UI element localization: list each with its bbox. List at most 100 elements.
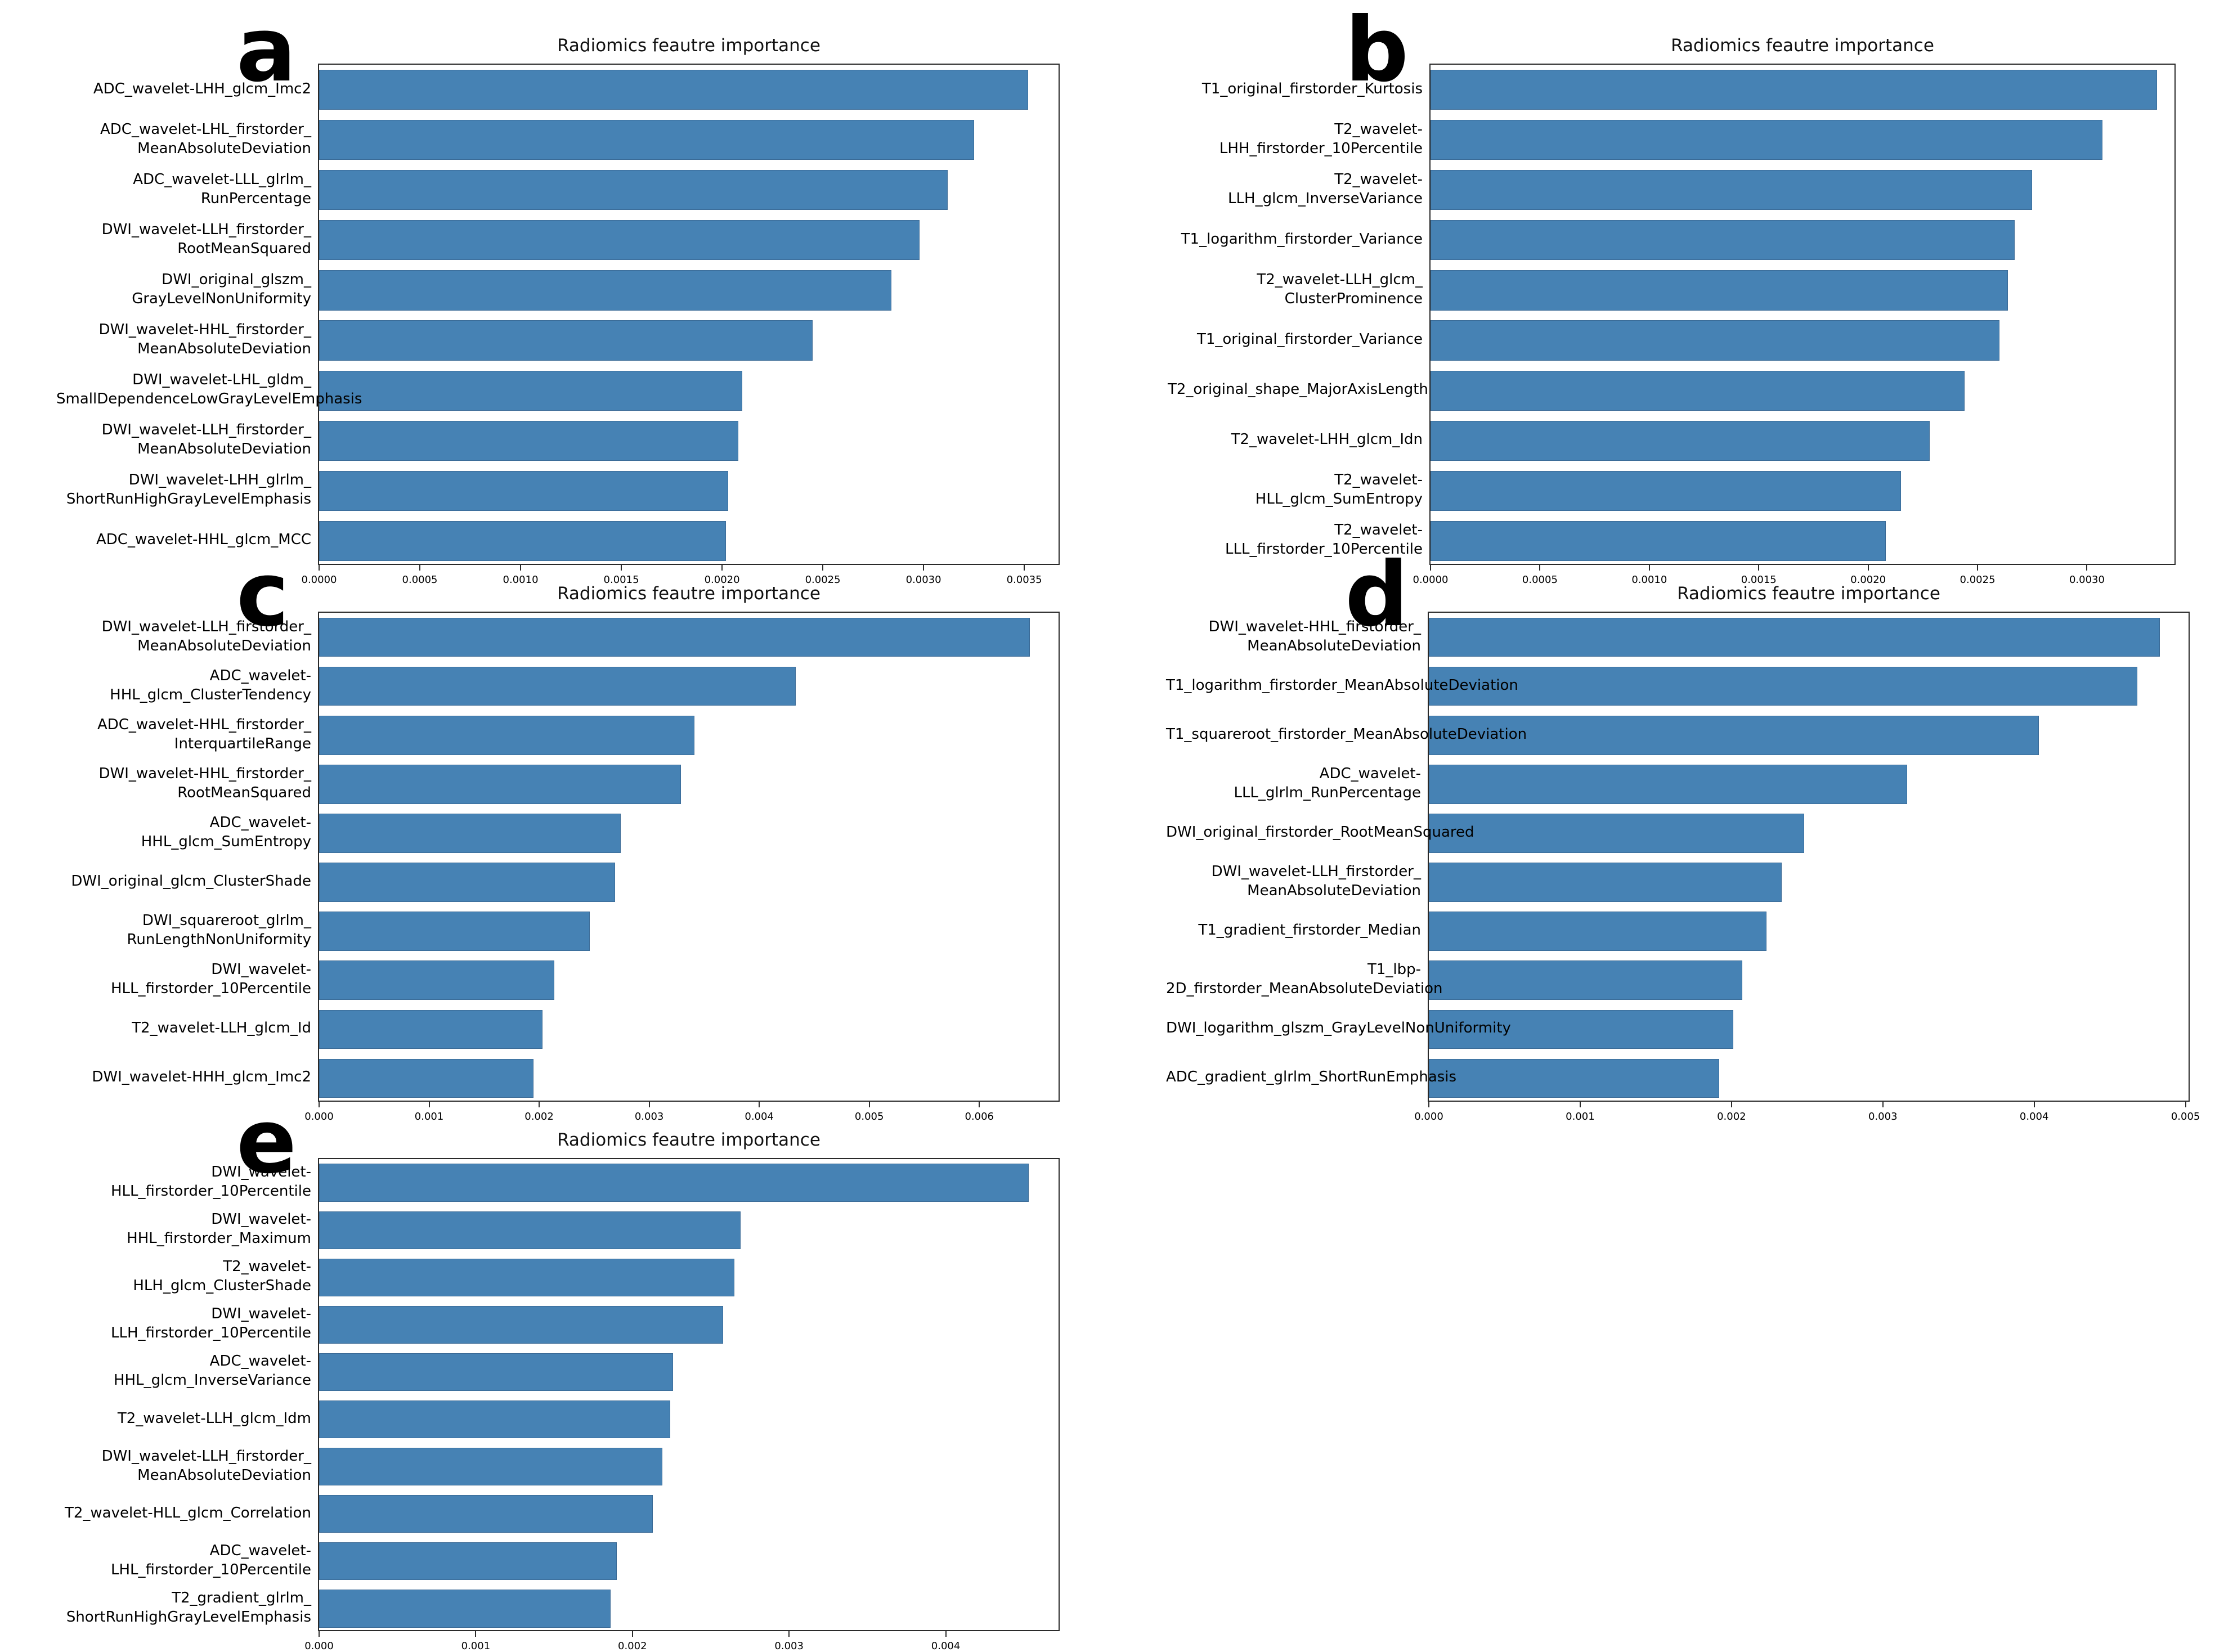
x-tick-label: 0.0030 [905,574,941,586]
y-tick-label-e-2: DWI_wavelet-HHL_firstorder_Maximum [127,1211,311,1247]
y-tick-label-d-3: T1_squareroot_firstorder_MeanAbsoluteDev… [1166,725,1527,743]
y-tick-label-d-1: DWI_wavelet-HHL_firstorder_ MeanAbsolute… [1208,618,1422,654]
y-tick-label-c-4: DWI_wavelet-HHL_firstorder_ RootMeanSqua… [98,765,312,801]
panel-letter-b: b [1345,0,1409,102]
bar-d-4 [1429,765,1907,804]
bar-a-6 [319,320,813,361]
y-tick-label-a-6: DWI_wavelet-HHL_firstorder_ MeanAbsolute… [98,321,312,358]
bar-c-8 [319,960,555,1000]
x-tick-label: 0.0010 [503,574,539,586]
x-tick-label: 0.001 [1566,1111,1595,1123]
bar-e-5 [319,1353,674,1391]
x-tick-mark [1648,564,1650,571]
y-tick-label-e-5: ADC_wavelet-HHL_glcm_InverseVariance [113,1353,311,1389]
x-tick-label: 0.000 [1414,1111,1443,1123]
y-tick-label-a-9: DWI_wavelet-LHH_glrlm_ ShortRunHighGrayL… [66,472,311,508]
y-tick-label-b-1: T1_original_firstorder_Kurtosis [1201,80,1423,97]
y-tick-label-b-2: T2_wavelet-LHH_firstorder_10Percentile [1219,120,1423,157]
x-tick-label: 0.001 [414,1111,444,1123]
bar-e-1 [319,1164,1029,1202]
x-tick-label: 0.003 [1868,1111,1898,1123]
y-tick-label-c-10: DWI_wavelet-HHH_glcm_Imc2 [92,1069,311,1086]
x-tick-mark [2185,1101,2186,1107]
bar-b-2 [1431,120,2102,160]
x-tick-label: 0.0000 [301,574,337,586]
plot-area-b: 0.0000 0.0005 0.0010 0.0015 0.0020 0.0025 0.00… [1413,64,2176,586]
chart-title: Radiomics feautre importance [1677,583,1940,604]
chart-title: Radiomics feautre importance [557,583,820,604]
x-tick-label: 0.0010 [1631,574,1667,586]
bar-b-4 [1431,220,2015,261]
x-tick-mark [319,564,320,571]
bar-e-9 [319,1542,617,1581]
y-tick-label-b-10: T2_wavelet-LLL_firstorder_10Percentile [1225,522,1423,558]
x-tick-label: 0.000 [304,1111,334,1123]
bar-d-8 [1429,960,1742,1000]
chart-title: Radiomics feautre importance [557,1130,820,1150]
y-tick-label-d-10: ADC_gradient_glrlm_ShortRunEmphasis [1166,1069,1457,1086]
bar-a-2 [319,120,974,160]
x-tick-label: 0.0005 [402,574,438,586]
bar-a-10 [319,520,727,562]
bar-b-7 [1431,370,1965,411]
bar-e-2 [319,1211,741,1249]
plot-area-c: 0.000 0.001 0.002 0.003 0.004 0.005 0.006 [304,612,1060,1123]
bar-b-8 [1431,420,1930,461]
x-tick-mark [539,1101,540,1107]
bar-b-9 [1431,470,1901,511]
panel-letter-d: d [1345,543,1409,647]
x-tick-label: 0.0025 [1960,574,1996,586]
panel-letter-c: c [236,543,289,647]
x-tick-mark [721,564,723,571]
y-tick-label-d-4: ADC_wavelet-LLL_glrlm_RunPercentage [1234,765,1421,801]
y-tick-label-c-8: DWI_wavelet-HLL_firstorder_10Percentile [110,961,311,998]
x-tick-mark [520,564,522,571]
y-tick-label-b-9: T2_wavelet-HLL_glcm_SumEntropy [1255,472,1423,508]
x-tick-mark [419,564,421,571]
y-tick-label-e-7: DWI_wavelet-LLH_firstorder_ MeanAbsolute… [101,1447,311,1484]
x-tick-label: 0.0030 [2069,574,2105,586]
bar-a-8 [319,420,738,461]
chart-title: Radiomics feautre importance [557,35,820,56]
bar-c-10 [319,1058,534,1098]
y-tick-label-d-8: T1_lbp-2D_firstorder_MeanAbsoluteDeviati… [1166,961,1443,998]
x-tick-mark [428,1101,430,1107]
x-tick-mark [1882,1101,1884,1107]
x-tick-label: 0.0005 [1522,574,1558,586]
x-tick-label: 0.0000 [1413,574,1449,586]
x-tick-label: 0.002 [524,1111,554,1123]
x-tick-label: 0.0020 [704,574,740,586]
bar-e-3 [319,1258,734,1296]
x-tick-label: 0.006 [965,1111,994,1123]
bar-e-6 [319,1400,670,1439]
y-tick-label-c-6: DWI_original_glcm_ClusterShade [71,873,311,890]
bar-b-5 [1431,270,2008,311]
plot-area-d: 0.000 0.001 0.002 0.003 0.004 0.005 [1414,612,2200,1123]
bar-c-6 [319,863,615,902]
bar-a-5 [319,270,891,311]
y-tick-label-a-8: DWI_wavelet-LLH_firstorder_ MeanAbsolute… [101,421,311,458]
x-tick-mark [923,564,925,571]
bar-c-1 [319,617,1030,657]
bar-a-7 [319,370,742,411]
bar-c-3 [319,715,694,755]
y-tick-label-b-5: T2_wavelet-LLH_glcm_ ClusterProminence [1257,271,1423,307]
bar-d-7 [1429,912,1766,951]
x-tick-mark [1539,564,1541,571]
chart-title: Radiomics feautre importance [1671,35,1934,56]
y-tick-label-a-4: DWI_wavelet-LLH_firstorder_ RootMeanSqua… [101,221,311,257]
bar-d-6 [1429,863,1782,902]
y-tick-label-e-6: T2_wavelet-LLH_glcm_Idm [117,1409,311,1427]
x-tick-label: 0.0015 [603,574,639,586]
x-tick-label: 0.002 [1717,1111,1746,1123]
bar-a-3 [319,170,948,210]
bar-d-5 [1429,814,1804,853]
plot-area-a: 0.0000 0.0005 0.0010 0.0015 0.0020 0.0025 0.00… [302,64,1060,586]
y-tick-label-e-10: T2_gradient_glrlm_ ShortRunHighGrayLevel… [66,1589,311,1626]
bar-c-4 [319,765,681,804]
y-tick-label-c-7: DWI_squareroot_glrlm_ RunLengthNonUnifor… [127,912,311,949]
bar-b-1 [1431,69,2157,110]
bar-b-3 [1431,170,2033,210]
x-tick-mark [1428,1101,1429,1107]
bar-c-2 [319,666,796,706]
